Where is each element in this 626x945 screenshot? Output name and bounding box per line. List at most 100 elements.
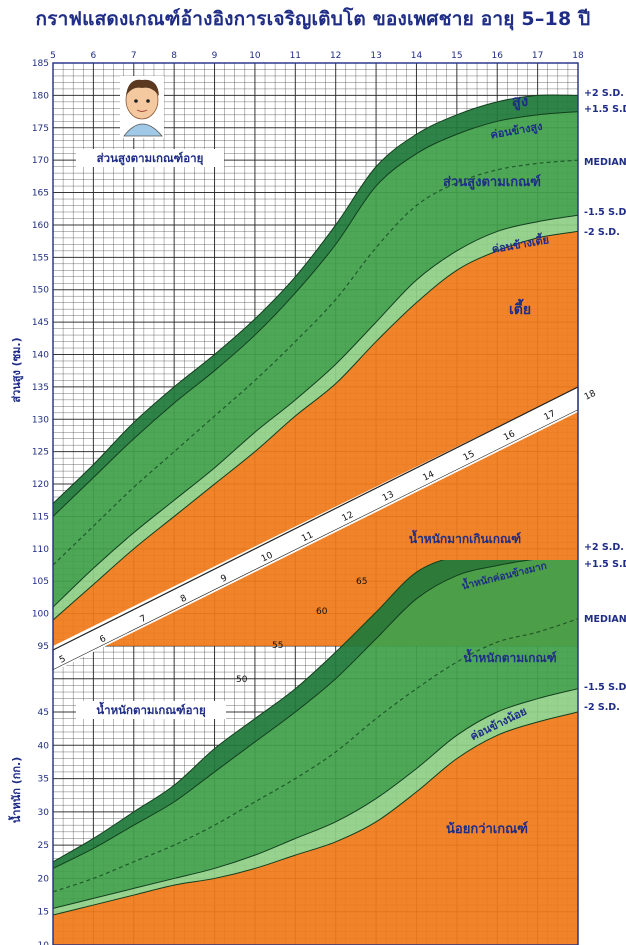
x-tick-label: 10 <box>249 51 261 61</box>
strip-age-label: 13 <box>381 490 396 504</box>
height-y-tick-label: 145 <box>32 318 49 328</box>
height-curve--1-5-s-d- <box>53 214 578 608</box>
weight-curve--1-5-s-d- <box>53 688 578 909</box>
weight-y-tick-label: 10 <box>38 941 50 945</box>
weight-band-below-minus2 <box>53 712 578 945</box>
child-portrait-icon <box>120 76 164 138</box>
x-tick-label: 18 <box>572 51 584 61</box>
weight-band-minus1_5-to-minus2 <box>53 688 578 916</box>
height-zone-label: เตี้ย <box>509 298 531 318</box>
height-y-tick-label: 150 <box>32 286 49 296</box>
height-zone-label: ส่วนสูงตามเกณฑ์ <box>443 174 541 190</box>
height-y-tick-label: 105 <box>32 577 49 587</box>
weight-diagonal-tick: 55 <box>272 641 283 651</box>
height-curve--2-s-d- <box>53 94 578 504</box>
weight-diagonal-tick: 60 <box>316 607 328 617</box>
height-zone-label: สูง <box>512 92 528 111</box>
diagonal-age-strip: 5 6 7 8 9 10 11 12 13 14 15 16 17 18 50 55 60 65 <box>52 386 598 685</box>
axes: 5 6 7 8 9 10 11 12 13 14 15 16 17 1895100105110115120… <box>8 51 584 945</box>
x-tick-label: 14 <box>411 51 423 61</box>
x-tick-label: 16 <box>492 51 504 61</box>
strip-age-label: 8 <box>179 593 189 605</box>
height-y-tick-label: 95 <box>38 642 49 652</box>
weight-curve--2-s-d- <box>53 711 578 916</box>
weight-y-tick-label: 45 <box>38 708 49 718</box>
height-band-median-to-minus1_5 <box>53 160 578 608</box>
chart-title: กราฟแสดงเกณฑ์อ้างอิงการเจริญเติบโต ของเพ… <box>35 8 591 30</box>
weight-sd-label: +1.5 S.D. <box>584 559 626 570</box>
height-y-tick-label: 155 <box>32 253 49 263</box>
weight-zone-label: น้ำหนักตามเกณฑ์ <box>463 648 556 665</box>
height-y-tick-label: 135 <box>32 383 49 393</box>
height-y-tick-label: 100 <box>32 610 49 620</box>
weight-axis-label: น้ำหนัก (กก.) <box>8 757 23 824</box>
weight-panel-title: น้ำหนักตามเกณฑ์อายุ <box>96 701 205 718</box>
height-axis-label: ส่วนสูง (ซม.) <box>10 337 24 402</box>
weight-curve--1-5-s-d- <box>53 560 533 869</box>
height-curve--1-5-s-d- <box>53 111 578 517</box>
weight-y-tick-label: 40 <box>38 741 50 751</box>
height-y-tick-label: 185 <box>32 59 49 69</box>
x-tick-label: 12 <box>330 51 341 61</box>
strip-age-label: 6 <box>98 634 108 646</box>
eye-right <box>146 99 150 103</box>
height-y-tick-label: 115 <box>32 512 49 522</box>
mouth-shape <box>136 109 148 112</box>
height-band-below-minus2 <box>53 231 578 646</box>
height-curve-median <box>53 159 578 566</box>
weight-band-plus1_5-to-median <box>53 560 578 892</box>
height-y-tick-label: 140 <box>32 351 49 361</box>
hair-shape <box>126 79 159 96</box>
strip-age-label: 14 <box>421 469 436 483</box>
weight-y-tick-label: 20 <box>38 874 50 884</box>
strip-age-label: 16 <box>502 429 517 443</box>
weight-y-tick-label: 35 <box>38 775 49 785</box>
strip-age-label: 18 <box>583 389 598 403</box>
height-y-tick-label: 175 <box>32 124 49 134</box>
x-tick-label: 8 <box>171 51 177 61</box>
height-bands <box>53 94 578 646</box>
weight-curve--2-s-d- <box>53 560 445 863</box>
weight-y-tick-label: 15 <box>38 908 49 918</box>
x-tick-label: 11 <box>290 51 301 61</box>
strip-age-label: 7 <box>139 614 149 626</box>
x-tick-label: 17 <box>532 51 543 61</box>
x-tick-label: 15 <box>451 51 462 61</box>
strip-age-label: 9 <box>219 573 229 585</box>
weight-sd-label: -1.5 S.D. <box>584 682 626 693</box>
height-panel-title-bg <box>76 149 224 167</box>
x-tick-label: 5 <box>50 51 56 61</box>
weight-y-tick-label: 25 <box>38 841 49 851</box>
plot-frame <box>52 62 579 945</box>
strip-age-label: 17 <box>543 409 558 423</box>
weight-diagonal-tick: 50 <box>236 675 248 685</box>
weight-diagonal-tick: 65 <box>356 577 367 587</box>
height-sd-label: +1.5 S.D. <box>584 104 626 115</box>
x-tick-label: 7 <box>131 51 137 61</box>
weight-band-median-to-minus1_5 <box>53 618 578 909</box>
height-y-tick-label: 130 <box>32 415 49 425</box>
height-y-tick-label: 165 <box>32 189 49 199</box>
height-y-tick-label: 125 <box>32 448 49 458</box>
height-y-tick-label: 180 <box>32 91 49 101</box>
height-sd-label: MEDIAN <box>584 157 626 168</box>
height-band-plus1_5-to-median <box>53 111 578 566</box>
height-y-tick-label: 110 <box>32 545 49 555</box>
weight-sd-label: MEDIAN <box>584 614 626 625</box>
x-tick-label: 9 <box>212 51 218 61</box>
height-sd-label: +2 S.D. <box>584 88 624 99</box>
x-tick-label: 6 <box>91 51 97 61</box>
height-y-tick-label: 160 <box>32 221 49 231</box>
x-tick-label: 13 <box>370 51 381 61</box>
eye-left <box>134 99 138 103</box>
weight-bands <box>53 560 578 945</box>
strip-age-label: 5 <box>58 654 68 666</box>
height-panel-title: ส่วนสูงตามเกณฑ์อายุ <box>97 151 204 166</box>
height-curve--2-s-d- <box>53 230 578 621</box>
weight-zone-label: น้ำหนักมากเกินเกณฑ์ <box>409 529 521 546</box>
weight-y-tick-label: 30 <box>38 808 50 818</box>
weight-sd-label: -2 S.D. <box>584 702 620 713</box>
strip-age-label: 15 <box>462 449 477 463</box>
height-y-tick-label: 170 <box>32 156 49 166</box>
